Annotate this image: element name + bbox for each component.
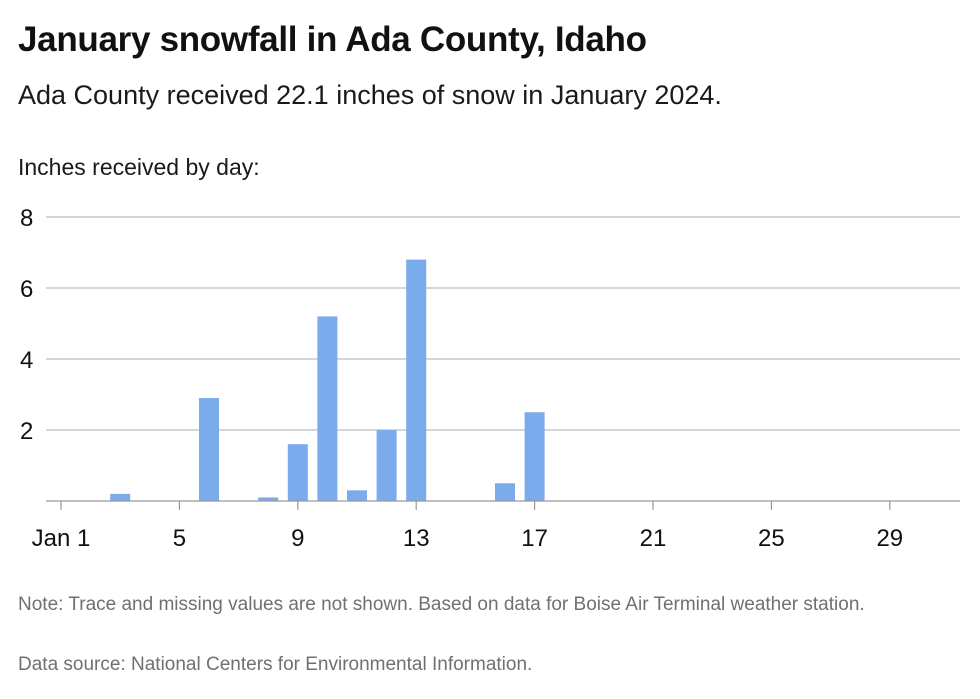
bar-jan-11 (347, 490, 367, 501)
y-tick-label: 2 (20, 418, 33, 445)
bar-jan-3 (110, 493, 131, 501)
x-tick-label: 25 (758, 525, 785, 552)
bar-jan-12 (376, 430, 397, 501)
chart-title: January snowfall in Ada County, Idaho (18, 20, 647, 59)
x-tick-label: 5 (173, 525, 186, 552)
snowfall-bar-chart: 2 4 6 8 Jan 1 5 9 13 17 21 25 29 (20, 205, 960, 552)
x-tick-label: 9 (291, 525, 304, 552)
bar-jan-9 (287, 444, 308, 501)
bar-jan-17 (524, 412, 545, 501)
bar-jan-13 (406, 259, 427, 501)
chart-subtitle: Ada County received 22.1 inches of snow … (18, 80, 722, 110)
y-tick-label: 8 (20, 205, 33, 232)
data-source: Data source: National Centers for Enviro… (18, 654, 533, 675)
bar-jan-6 (199, 398, 219, 501)
x-tick-label: 13 (403, 525, 430, 552)
bar-jan-10 (317, 316, 338, 501)
x-tick-label: 29 (876, 525, 903, 552)
y-axis-caption: Inches received by day: (18, 154, 260, 180)
x-tick-label: 21 (640, 525, 667, 552)
bar-jan-8 (258, 497, 279, 501)
y-tick-label: 4 (20, 347, 33, 374)
y-tick-label: 6 (20, 276, 33, 303)
x-tick-label: Jan 1 (32, 525, 91, 552)
bar-jan-16 (495, 483, 515, 501)
chart-note: Note: Trace and missing values are not s… (18, 594, 865, 615)
x-tick-label: 17 (521, 525, 548, 552)
